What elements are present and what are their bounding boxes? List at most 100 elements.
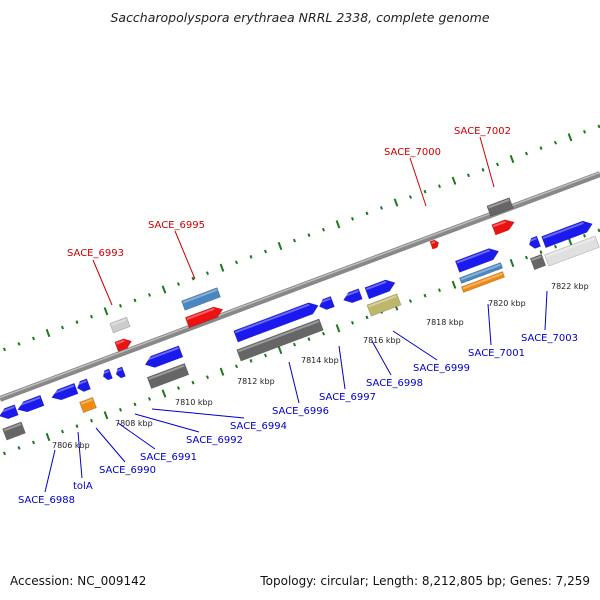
feature-left-gene-3[interactable]: [51, 382, 79, 401]
label-SACE_6997[interactable]: SACE_6997: [319, 392, 376, 403]
lower-tick-track: [322, 331, 325, 336]
feature-SACE_6999-highlight: [368, 295, 397, 308]
upper-tick-track: [264, 249, 267, 254]
kbp-label-4: 7814 kbp: [301, 356, 339, 365]
feature-SACE_7001-gene-highlight: [456, 249, 491, 264]
lower-tick-track: [90, 418, 93, 423]
feature-SACE_6999[interactable]: [366, 293, 402, 317]
lower-tick-track: [133, 402, 137, 407]
leader-line-SACE_6992: [134, 413, 200, 433]
feature-left-gene-1[interactable]: [0, 404, 19, 420]
upper-tick-track: [409, 195, 412, 199]
upper-tick-track: [219, 263, 225, 272]
feature-SACE_7003-a[interactable]: [528, 235, 541, 249]
feature-SACE_6998-gene[interactable]: [343, 288, 363, 304]
feature-SACE_6991-highlight: [144, 346, 179, 362]
feature-SACE_6990-a[interactable]: [102, 368, 113, 381]
feature-tolA-highlight: [80, 398, 93, 405]
lower-tick-track: [351, 320, 354, 325]
feature-SACE_6993-grey[interactable]: [109, 316, 131, 334]
feature-SACE_6996[interactable]: [233, 302, 319, 343]
upper-tick-track: [365, 211, 369, 216]
label-SACE_6993[interactable]: SACE_6993: [67, 248, 124, 259]
leader-line-SACE_6997: [338, 345, 346, 390]
feature-SACE_6992[interactable]: [146, 362, 190, 390]
lower-tick-track: [45, 432, 51, 442]
feature-SACE_6991[interactable]: [144, 345, 184, 368]
lower-tick-track: [583, 233, 586, 238]
label-SACE_6994[interactable]: SACE_6994: [230, 421, 287, 432]
upper-tick-track: [32, 336, 35, 341]
upper-tick-track: [148, 293, 151, 297]
label-SACE_7001[interactable]: SACE_7001: [468, 348, 525, 359]
leader-line-SACE_7000: [409, 157, 427, 207]
feature-SACE_6998[interactable]: [364, 279, 396, 300]
feature-SACE_6997-highlight: [318, 297, 331, 304]
lower-tick-track: [249, 359, 253, 363]
leader-line-SACE_6988: [44, 449, 56, 493]
upper-tick-track: [423, 189, 427, 194]
feature-SACE_7001-orange[interactable]: [460, 271, 506, 293]
upper-tick-track: [75, 320, 79, 324]
feature-left-gene-4-highlight: [76, 380, 87, 386]
label-SACE_6991[interactable]: SACE_6991: [140, 452, 197, 463]
leader-line-SACE_6999: [392, 330, 438, 361]
label-SACE_6988[interactable]: SACE_6988: [18, 495, 75, 506]
lower-tick-track: [103, 411, 109, 420]
feature-SACE_7003[interactable]: [541, 220, 593, 249]
feature-SACE_6995-steelblue[interactable]: [181, 287, 221, 311]
feature-SACE_6995-red[interactable]: [184, 306, 224, 329]
feature-left-gene-2[interactable]: [17, 394, 45, 413]
feature-SACE_7001-steelblue[interactable]: [458, 262, 504, 284]
feature-SACE_7003-highlight: [542, 221, 584, 239]
upper-tick-track: [539, 146, 543, 150]
feature-SACE_7001-steelblue-highlight: [460, 263, 501, 281]
label-tolA[interactable]: tolA: [73, 481, 93, 492]
lower-tick-track: [335, 324, 341, 333]
feature-SACE_6994[interactable]: [236, 318, 324, 362]
label-SACE_6990[interactable]: SACE_6990: [99, 465, 156, 476]
feature-SACE_7003-grey-highlight: [531, 255, 542, 261]
upper-tick-track: [277, 241, 283, 251]
feature-SACE_6993-red[interactable]: [114, 338, 132, 352]
label-SACE_7003[interactable]: SACE_7003: [521, 333, 578, 344]
label-SACE_7002[interactable]: SACE_7002: [454, 126, 511, 137]
leader-line-tolA: [77, 431, 83, 479]
upper-tick-track: [61, 325, 64, 330]
upper-tick-track: [322, 227, 325, 232]
feature-SACE_6988-grey[interactable]: [2, 421, 26, 441]
feature-SACE_7002-grey[interactable]: [486, 197, 514, 217]
upper-tick-track: [496, 162, 499, 167]
label-SACE_6996[interactable]: SACE_6996: [272, 406, 329, 417]
leader-line-SACE_6990: [95, 427, 126, 463]
feature-SACE_7003-rna[interactable]: [544, 235, 600, 267]
feature-SACE_6993-grey-highlight: [111, 318, 127, 326]
label-SACE_6992[interactable]: SACE_6992: [186, 435, 243, 446]
lower-tick-track: [219, 367, 225, 376]
lower-tick-track: [365, 315, 369, 320]
feature-SACE_7000[interactable]: [429, 239, 440, 250]
feature-SACE_7002-red[interactable]: [491, 219, 515, 236]
label-SACE_7000[interactable]: SACE_7000: [384, 147, 441, 158]
leader-line-SACE_6991: [117, 422, 156, 450]
label-SACE_6995[interactable]: SACE_6995: [148, 220, 205, 231]
feature-left-gene-4[interactable]: [77, 378, 91, 392]
lower-tick-track: [119, 407, 122, 412]
feature-SACE_6998-highlight: [366, 280, 387, 291]
label-SACE_6998[interactable]: SACE_6998: [366, 378, 423, 389]
kbp-label-2: 7810 kbp: [175, 398, 213, 407]
kbp-label-0: 7806 kbp: [52, 441, 90, 450]
lower-tick-track: [148, 397, 151, 401]
topology-text: Topology: circular; Length: 8,212,805 bp…: [260, 574, 590, 588]
lower-tick-track: [161, 389, 167, 398]
feature-left-gene-1-highlight: [0, 405, 15, 414]
feature-left-gene-2-highlight: [17, 396, 41, 407]
lower-tick-track: [554, 244, 557, 249]
feature-SACE_7001-gene[interactable]: [454, 248, 500, 273]
feature-tolA[interactable]: [79, 397, 97, 413]
feature-SACE_7003-grey[interactable]: [529, 253, 547, 271]
feature-SACE_6990-b[interactable]: [115, 366, 126, 379]
label-SACE_6999[interactable]: SACE_6999: [413, 363, 470, 374]
feature-SACE_6997[interactable]: [319, 296, 335, 310]
upper-tick-track: [335, 220, 341, 229]
